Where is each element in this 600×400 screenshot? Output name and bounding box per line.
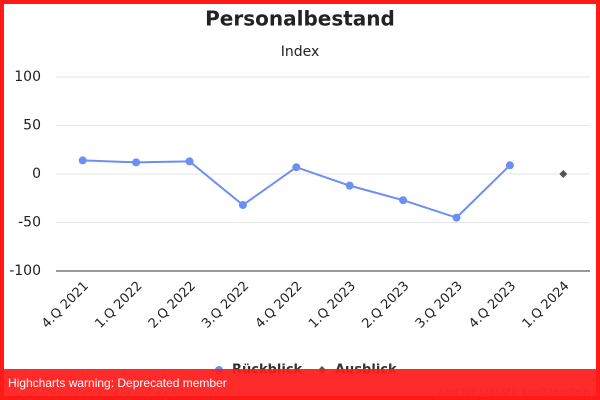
- chart-subtitle: Index: [281, 44, 320, 60]
- point-marker: [345, 181, 354, 190]
- warning-text: Highcharts warning: Deprecated member: [8, 376, 227, 390]
- point-marker: [185, 157, 194, 166]
- point-marker: [292, 163, 301, 172]
- point-marker: [78, 156, 87, 165]
- chart-title: Personalbestand: [205, 7, 395, 31]
- point-marker: [559, 170, 568, 178]
- point-marker: [238, 201, 247, 210]
- y-tick-label: -50: [18, 215, 41, 231]
- y-tick-label: 0: [32, 166, 41, 182]
- y-tick-label: 100: [14, 69, 41, 85]
- y-tick-label: -100: [9, 263, 41, 279]
- point-marker: [505, 161, 514, 170]
- warning-bar: [0, 369, 600, 398]
- point-marker: [452, 213, 461, 222]
- point-marker: [399, 196, 408, 205]
- point-marker: [132, 158, 141, 167]
- y-tick-label: 50: [23, 118, 41, 134]
